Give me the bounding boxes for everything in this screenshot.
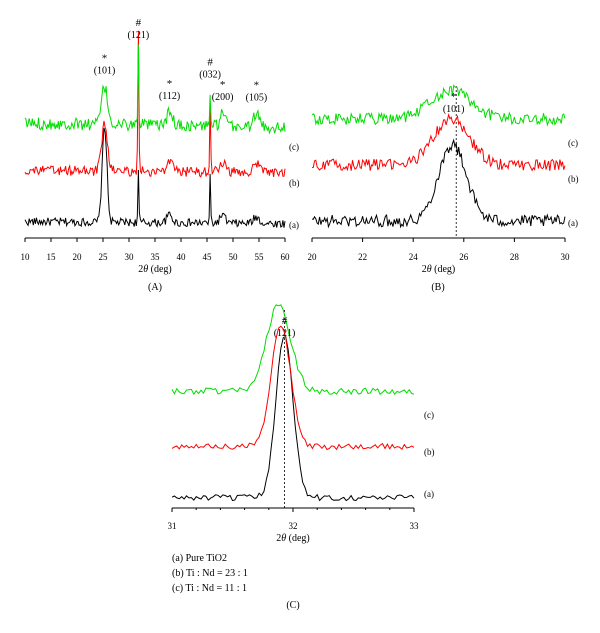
peak-label: (112) (159, 91, 180, 102)
series-tag: (c) (289, 142, 299, 152)
legend-item-a: (a) Pure TiO2 (172, 553, 228, 564)
x-tick-label: 20 (73, 252, 83, 262)
peak-symbol: * (102, 53, 108, 65)
series-line-a (24, 127, 286, 228)
series-tag: (c) (568, 138, 578, 148)
panel-a: 10 15 20 25 30 35 40 45 50 55 60 2θ (deg) (a) (b) (c) *… (21, 17, 300, 293)
peak-label: (105) (246, 93, 268, 104)
legend-item-c: (c) Ti : Nd = 11 : 1 (172, 583, 247, 594)
peak-label: (032) (199, 69, 221, 80)
series-line-b (24, 30, 286, 178)
x-tick-label: 30 (561, 252, 571, 262)
peak-label: (121) (128, 30, 150, 41)
x-axis-label: 2θ (deg) (422, 264, 456, 275)
x-tick-label: 28 (510, 252, 520, 262)
peak-symbol: # (207, 56, 213, 68)
series-tag: (a) (424, 489, 434, 499)
series-tag: (c) (424, 410, 434, 420)
series-line-a (171, 335, 415, 502)
x-tick-label: 25 (99, 252, 109, 262)
x-axis-label: 2θ (deg) (138, 264, 172, 275)
legend-item-b: (b) Ti : Nd = 23 : 1 (172, 568, 248, 579)
series-tag: (b) (289, 178, 300, 188)
panel-label: (B) (431, 282, 444, 293)
peak-symbol: # (136, 17, 142, 29)
series-line-c (311, 84, 566, 127)
panel-b: 20 22 24 26 28 30 2θ (deg) (a) (b) (c) *(101) (B) (308, 84, 579, 293)
series-line-b (171, 325, 415, 451)
series-tag: (b) (424, 447, 435, 457)
x-axis-label: 2θ (deg) (276, 533, 310, 544)
panel-label: (C) (286, 600, 299, 611)
peak-label: (121) (274, 328, 296, 339)
series-tag: (b) (568, 174, 579, 184)
peak-symbol: * (451, 91, 457, 103)
x-tick-label: 32 (289, 521, 298, 531)
series-line-c (24, 44, 286, 135)
panel-label: (A) (148, 282, 162, 293)
peak-label: (200) (212, 92, 234, 103)
x-tick-label: 50 (229, 252, 239, 262)
x-tick-label: 40 (177, 252, 187, 262)
x-tick-label: 31 (168, 521, 177, 531)
peak-symbol: * (220, 79, 226, 91)
x-tick-label: 20 (308, 252, 318, 262)
x-tick-label: 35 (151, 252, 161, 262)
x-tick-label: 15 (47, 252, 57, 262)
series-tag: (a) (289, 220, 299, 230)
peak-symbol: * (254, 80, 260, 92)
peak-label: (101) (443, 104, 465, 115)
series-line-c (171, 304, 415, 396)
peak-symbol: # (282, 315, 288, 327)
peak-label: (101) (94, 66, 116, 77)
peak-symbol: * (167, 78, 173, 90)
x-tick-label: 10 (21, 252, 31, 262)
x-tick-label: 24 (409, 252, 419, 262)
x-tick-label: 30 (125, 252, 135, 262)
x-tick-label: 26 (459, 252, 469, 262)
x-tick-label: 60 (281, 252, 291, 262)
series-line-b (311, 112, 566, 172)
x-tick-label: 33 (410, 521, 420, 531)
series-line-a (311, 138, 566, 229)
x-tick-label: 22 (358, 252, 367, 262)
panel-c: 31 32 33 2θ (deg) (a) (b) (c) #(121) (C) (168, 304, 435, 611)
x-tick-label: 55 (255, 252, 265, 262)
series-tag: (a) (568, 218, 578, 228)
x-tick-label: 45 (203, 252, 213, 262)
